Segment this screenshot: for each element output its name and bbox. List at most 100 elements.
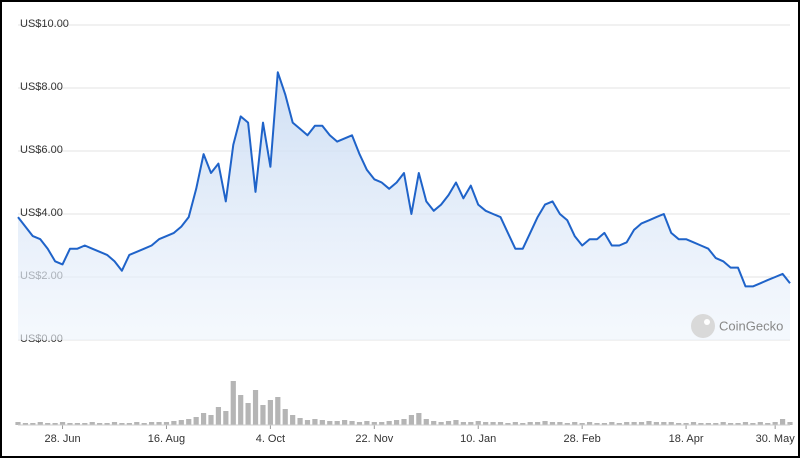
x-tick-label: 28. Jun [44,433,80,445]
volume-bar [342,420,348,425]
volume-bar [676,423,682,425]
volume-bar [312,419,318,425]
volume-bar [111,422,118,425]
volume-bar [401,419,407,425]
volume-bar [638,422,645,425]
volume-bar [572,422,578,425]
volume-bar [37,422,43,425]
volume-bar [45,423,51,425]
volume-bar [364,421,370,425]
volume-bar [631,422,637,425]
volume-bar [141,423,147,425]
volume-bar [59,422,66,425]
volume-bar [215,407,222,425]
volume-bar [728,423,734,425]
volume-bar [757,422,763,425]
volume-bar [178,420,184,425]
volume-bar [282,409,288,425]
price-line [17,71,791,288]
x-tick-label: 28. Feb [563,433,600,445]
volume-bar [445,421,452,425]
volume-bar [327,421,333,425]
volume-bar [186,419,192,425]
volume-bar [245,403,251,425]
volume-bar [527,422,533,425]
x-tick-label: 22. Nov [355,433,393,445]
volume-bar [104,423,110,425]
y-tick-label: US$6.00 [20,144,63,156]
volume-bar [438,422,444,425]
volume-bar [371,422,377,425]
volume-bar [557,422,563,425]
volume-bar [453,420,459,425]
volume-bar [609,422,615,425]
volume-bar [386,421,392,425]
volume-bar [490,422,496,425]
volume-bar [193,417,199,425]
volume-bar [705,423,711,425]
watermark: CoinGecko [691,314,783,338]
volume-bar [416,413,422,425]
volume-bar [126,423,132,425]
x-tick-label: 16. Aug [148,433,185,445]
volume-bar [616,423,622,425]
watermark-icon [691,314,715,338]
volume-bar [408,415,415,425]
watermark-icon-eye [704,319,710,325]
volume-bar [260,405,266,425]
volume-bar [252,390,259,425]
volume-bar [379,422,385,425]
volume-bar [624,422,630,425]
volume-bar [304,420,311,425]
volume-bar [334,421,340,425]
volume-bar [356,422,363,425]
y-tick-label: US$8.00 [20,81,63,93]
volume-bar [15,422,21,425]
volume-bar [549,422,556,425]
volume-bar [542,421,548,425]
volume-bar [30,423,36,425]
volume-bar [290,415,296,425]
x-tick-label: 10. Jan [460,433,496,445]
volume-bar [349,421,355,425]
volume-bar [119,423,125,425]
volume-bar [512,422,518,425]
volume-bar [171,421,177,425]
volume-bar [267,400,273,425]
volume-bar [668,422,674,425]
volume-bar [393,420,400,425]
volume-bar [208,415,214,425]
volume-bar [475,421,481,425]
volume-bar [735,423,741,425]
volume-bar [535,422,541,425]
volume-bar [67,423,73,425]
volume-bar [97,423,103,425]
volume-bar [74,423,80,425]
volume-bar [22,423,29,425]
volume-bar [149,422,155,425]
volume-bar [89,422,95,425]
volume-bar [601,423,608,425]
volume-bar [720,422,726,425]
y-tick-label: US$4.00 [20,207,63,219]
volume-bar [520,423,526,425]
volume-bar [653,422,659,425]
volume-bar [772,422,778,425]
volume-bar [765,423,771,425]
volume-bar [238,395,244,425]
volume-bar [690,422,697,425]
y-tick-label: US$10.00 [20,18,69,30]
volume-bar [200,413,207,425]
volume-bar [483,422,489,425]
x-tick-label: 18. Apr [669,433,704,445]
volume-bar [579,423,585,425]
volume-bar [779,419,786,425]
volume-bar [750,423,756,425]
volume-bar [230,381,236,425]
volume-bar [460,422,466,425]
volume-bar [223,411,229,425]
volume-bar [661,422,667,425]
volume-bar [594,423,600,425]
volume-bar [646,421,652,425]
